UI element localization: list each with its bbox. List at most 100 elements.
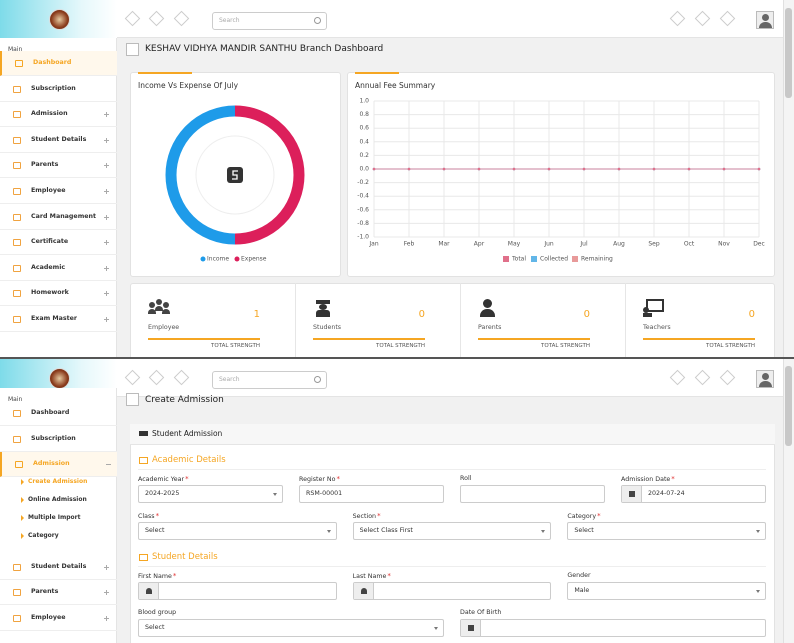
stat-icon [313, 299, 335, 317]
menu-label: Card Management [31, 212, 97, 220]
menu-item[interactable]: Dashboard [0, 401, 117, 426]
separator [295, 283, 296, 357]
menu-icon [13, 239, 21, 247]
menu-item[interactable]: Certificate [0, 230, 117, 256]
expand-icon [104, 112, 109, 118]
select[interactable]: 2024-2025 [138, 485, 283, 503]
search-icon [314, 17, 321, 24]
menu-item[interactable]: Student Details [0, 555, 117, 580]
submenu-label[interactable]: Online Admission [28, 495, 87, 503]
select[interactable]: Select [567, 522, 766, 540]
submenu-arrow [21, 496, 24, 503]
menu-item[interactable]: Admission [0, 102, 117, 128]
expand-icon [104, 291, 109, 297]
expand-icon [104, 137, 109, 143]
select[interactable]: Male [567, 582, 766, 600]
menu-label: Parents [31, 161, 59, 169]
search-box[interactable]: Search [212, 371, 327, 389]
menu-item[interactable]: Exam Master [0, 307, 117, 332]
menu-item[interactable]: Parents [0, 153, 117, 179]
point [407, 167, 411, 171]
text-input[interactable]: RSM-00001 [299, 485, 444, 503]
sidebar [0, 388, 117, 643]
x-tick-label: Jul [579, 241, 588, 248]
menu-item[interactable]: Parents [0, 580, 117, 606]
required-mark: * [671, 475, 675, 483]
menu-item[interactable]: Employee [0, 179, 117, 204]
chart-title: Income Vs Expense Of July [138, 81, 239, 90]
field-label: Register No* [299, 475, 340, 483]
text-input[interactable] [352, 582, 552, 600]
menu-icon [13, 136, 21, 144]
avatar[interactable] [756, 370, 774, 388]
stat-footer: TOTAL STRENGTH [375, 343, 425, 349]
menu-icon [13, 290, 21, 298]
point [512, 167, 516, 171]
input-value: RSM-00001 [306, 490, 343, 497]
menu-item[interactable]: Subscription [0, 77, 117, 102]
scroll-thumb [785, 8, 792, 98]
text-input[interactable] [460, 485, 605, 503]
stat-label: Teachers [643, 324, 671, 331]
menu-label: Admission [33, 460, 70, 468]
input-value: Select Class First [359, 527, 413, 534]
legend-label: Income [207, 256, 229, 263]
legend-label: Total [511, 256, 526, 263]
menu-label: Certificate [31, 238, 69, 246]
submenu-label[interactable]: Category [28, 531, 59, 539]
scrollbar [783, 0, 794, 357]
menu-item[interactable]: Dashboard [0, 51, 117, 76]
avatar[interactable] [756, 11, 774, 29]
menu-icon [13, 188, 21, 195]
x-tick-label: Sep [648, 241, 660, 248]
sidebar-section: Main [8, 396, 23, 403]
icon-body [155, 306, 163, 311]
menu-label: Subscription [31, 434, 76, 442]
select[interactable]: Select Class First [352, 522, 552, 540]
menu-item[interactable]: Student Details [0, 128, 117, 153]
field-label: Class* [138, 512, 160, 520]
stat-bar [148, 338, 260, 340]
stat-value: 0 [418, 309, 425, 320]
icon-body [162, 309, 170, 314]
submenu-arrow [21, 478, 24, 485]
menu-item[interactable]: Card Management [0, 205, 117, 230]
text-input[interactable]: 2024-07-24 [621, 485, 766, 503]
x-tick-label: Nov [718, 241, 730, 248]
submenu-arrow [21, 514, 24, 521]
select[interactable]: Select [138, 522, 337, 540]
menu-item[interactable]: Subscription [0, 427, 117, 452]
x-tick-label: Jun [543, 241, 554, 248]
page-title: KESHAV VIDHYA MANDIR SANTHU Branch Dashb… [145, 44, 384, 54]
scroll-thumb [785, 366, 792, 446]
input-value: Select [145, 624, 165, 631]
y-tick-label: 0.4 [359, 138, 369, 145]
select[interactable]: Select [138, 619, 444, 637]
sidebar-section: Main [8, 46, 23, 53]
point [477, 167, 481, 171]
menu-icon [13, 264, 21, 272]
legend-label: Collected [540, 256, 568, 263]
icon-body [316, 310, 330, 317]
y-tick-label: -0.4 [357, 193, 369, 200]
expand-icon [104, 564, 109, 570]
donut-segment [165, 105, 236, 245]
input-value: Select [574, 527, 594, 534]
text-input[interactable] [138, 582, 337, 600]
inner-ring [195, 135, 275, 215]
separator [460, 283, 461, 357]
legend-swatch [531, 256, 537, 262]
submenu-label[interactable]: Multiple Import [28, 513, 81, 521]
stats-card [130, 283, 775, 363]
select-arrow [541, 530, 546, 533]
submenu-label[interactable]: Create Admission [28, 477, 88, 485]
search-box[interactable]: Search [212, 12, 327, 30]
menu-item[interactable]: Academic [0, 256, 117, 281]
menu-label: Student Details [31, 135, 87, 143]
stat-value: 0 [583, 309, 590, 320]
text-input[interactable] [460, 619, 766, 637]
stat-bar [478, 338, 590, 340]
menu-item[interactable]: Employee [0, 606, 117, 631]
menu-item[interactable]: Admission [0, 452, 117, 478]
menu-item[interactable]: Homework [0, 281, 117, 307]
